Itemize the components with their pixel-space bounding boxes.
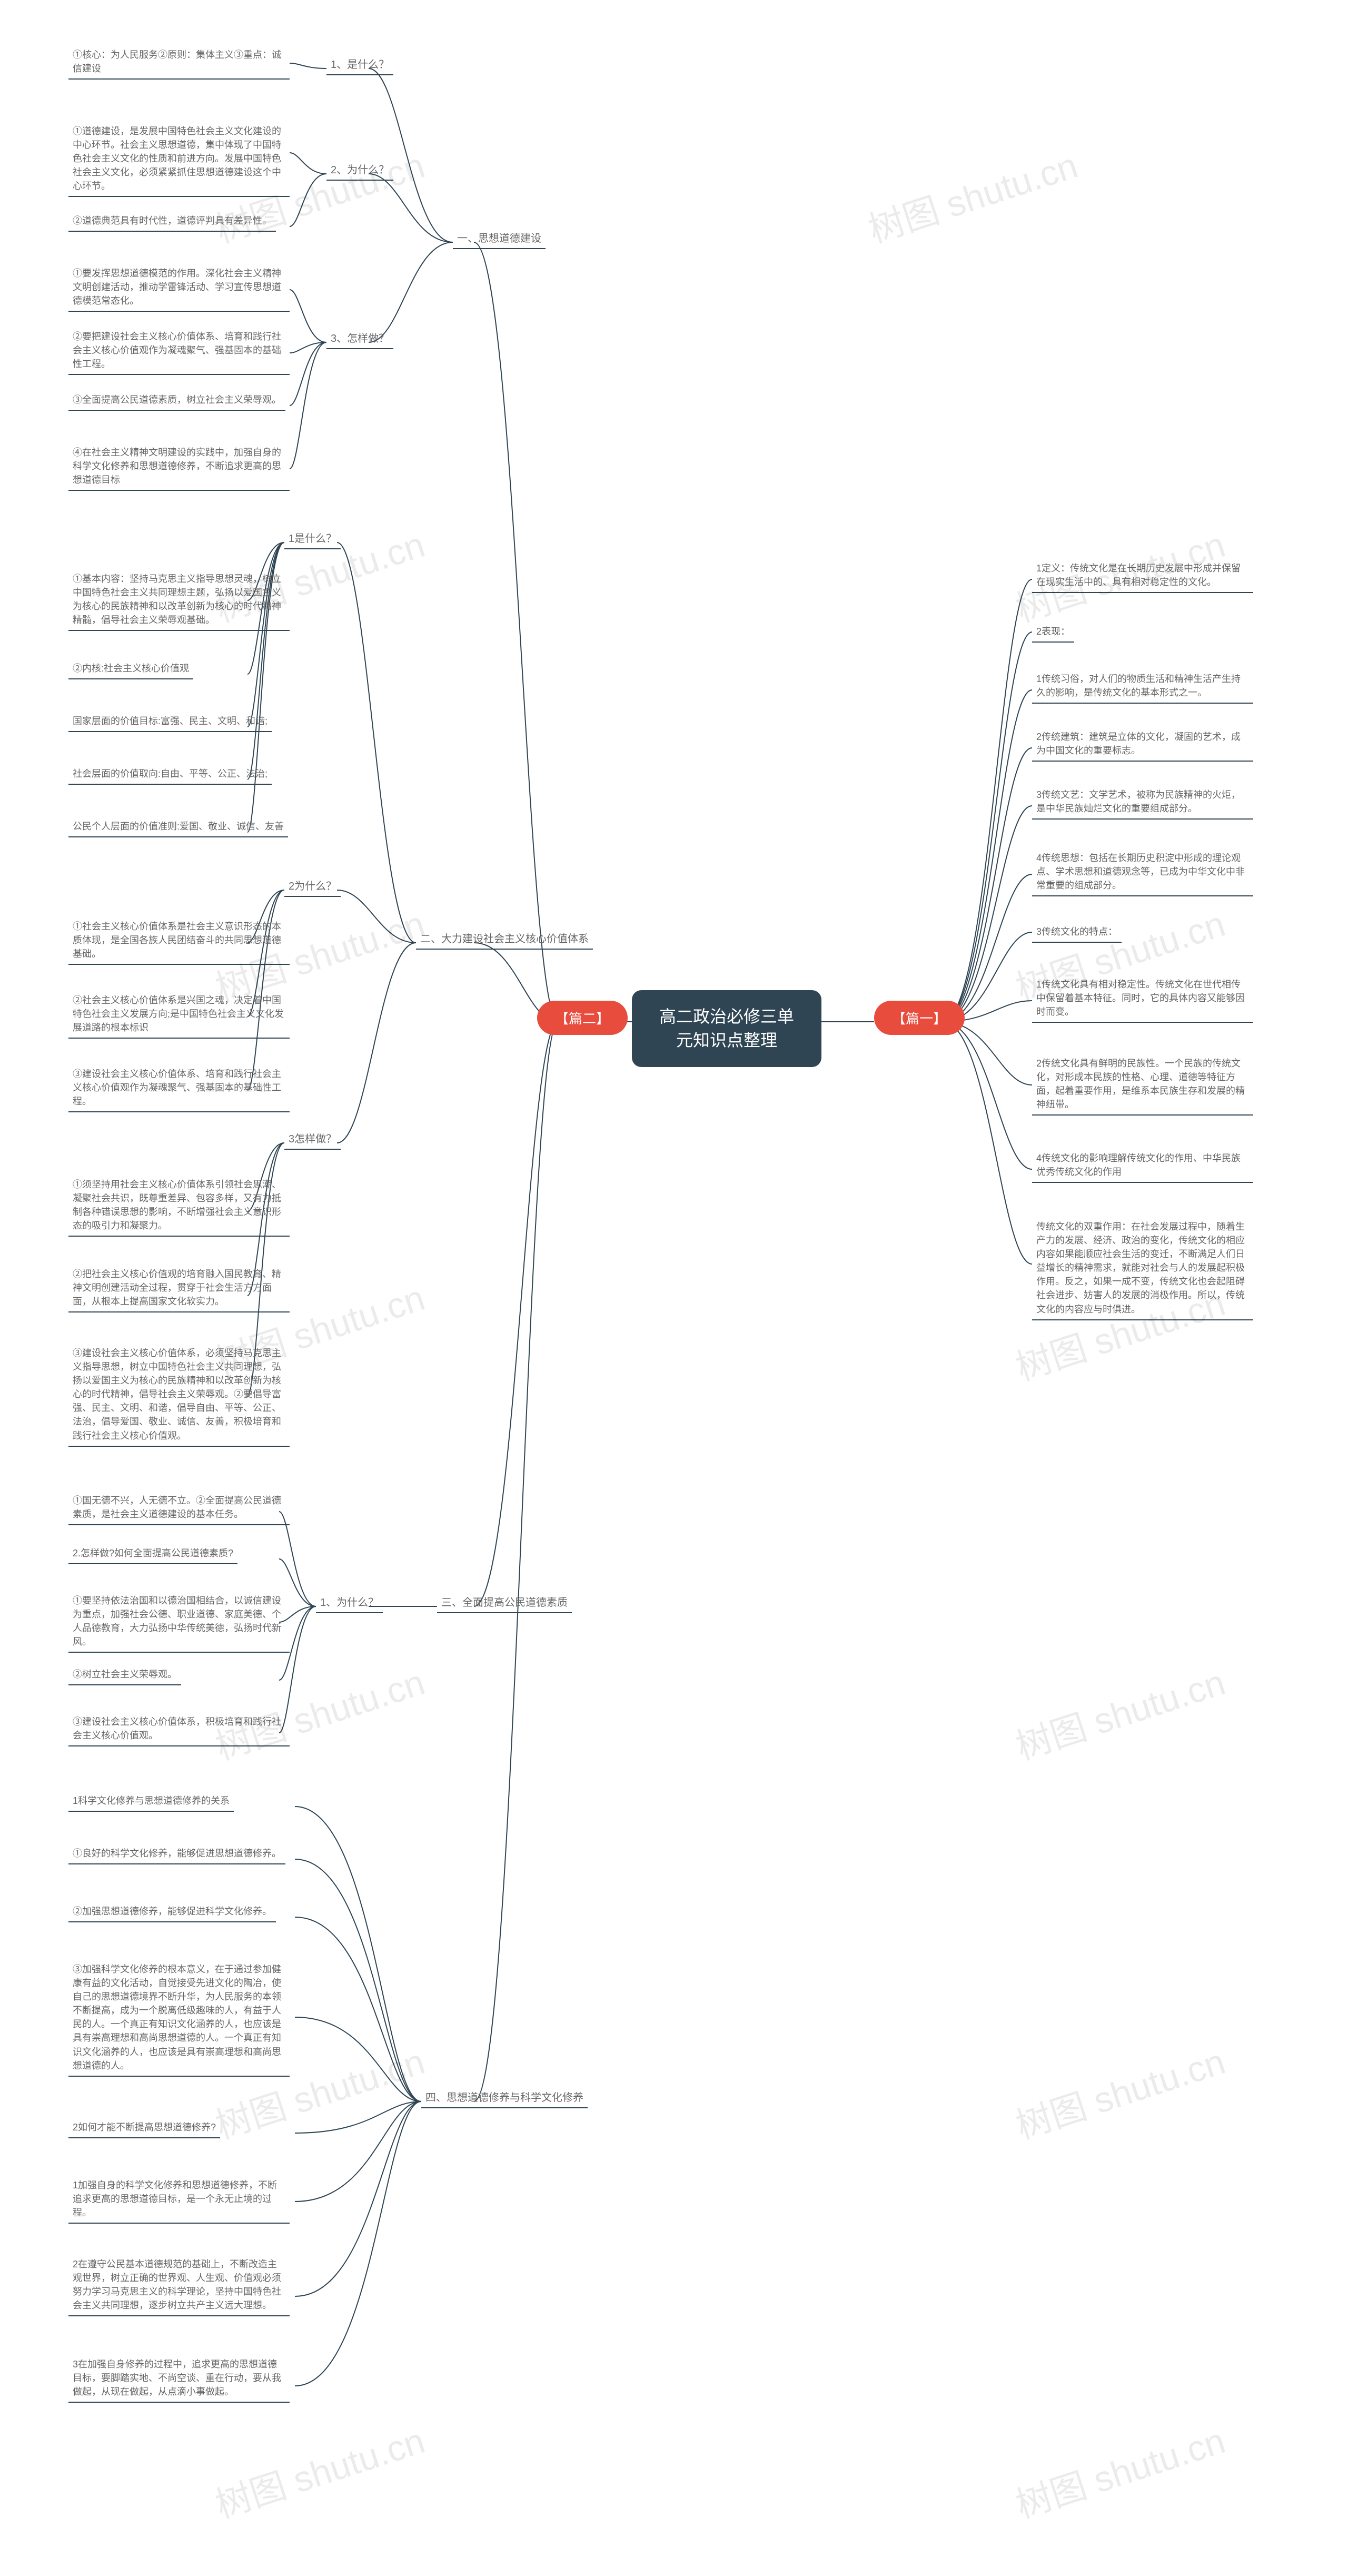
right-leaf: 4传统文化的影响理解传统文化的作用、中华民族优秀传统文化的作用	[1032, 1148, 1253, 1183]
left-leaf: ②要把建设社会主义核心价值体系、培育和践行社会主义核心价值观作为凝魂聚气、强基固…	[68, 327, 290, 375]
hub-right: 【篇一】	[874, 1001, 965, 1035]
section-label: 一、思想道德建设	[453, 226, 546, 249]
sub-label: 3怎样做？	[284, 1127, 341, 1150]
sub-label: 1是什么？	[284, 527, 341, 549]
left-leaf: 2在遵守公民基本道德规范的基础上，不断改造主观世界，树立正确的世界观、人生观、价…	[68, 2254, 290, 2316]
left-leaf: ②内核:社会主义核心价值观	[68, 658, 193, 679]
left-leaf: 1科学文化修养与思想道德修养的关系	[68, 1791, 234, 1812]
right-leaf: 3传统文艺：文学艺术，被称为民族精神的火炬，是中华民族灿烂文化的重要组成部分。	[1032, 785, 1253, 820]
section-label: 三、全面提高公民道德素质	[437, 1591, 572, 1613]
left-leaf: 国家层面的价值目标:富强、民主、文明、和谐;	[68, 711, 272, 732]
watermark: 树图 shutu.cn	[208, 2412, 430, 2528]
left-leaf: ①须坚持用社会主义核心价值体系引领社会思潮、凝聚社会共识，既尊重差异、包容多样，…	[68, 1175, 290, 1237]
right-leaf: 2传统文化具有鲜明的民族性。一个民族的传统文化，对形成本民族的性格、心理、道德等…	[1032, 1053, 1253, 1116]
sub-label: 2、为什么？	[326, 158, 393, 181]
left-leaf: ②加强思想道德修养，能够促进科学文化修养。	[68, 1901, 276, 1922]
left-leaf: ①社会主义核心价值体系是社会主义意识形态的本质体现，是全国各族人民团结奋斗的共同…	[68, 916, 290, 965]
left-leaf: ①道德建设，是发展中国特色社会主义文化建设的中心环节。社会主义思想道德，集中体现…	[68, 121, 290, 197]
left-leaf: ①良好的科学文化修养，能够促进思想道德修养。	[68, 1843, 285, 1864]
left-leaf: 2如何才能不断提高思想道德修养?	[68, 2117, 220, 2138]
hub-left: 【篇二】	[537, 1001, 628, 1035]
right-leaf: 2传统建筑：建筑是立体的文化，凝固的艺术，成为中国文化的重要标志。	[1032, 727, 1253, 762]
left-leaf: ②把社会主义核心价值观的培育融入国民教育、精神文明创建活动全过程，贯穿于社会生活…	[68, 1264, 290, 1312]
hub-left-label: 【篇二】	[555, 1011, 610, 1027]
watermark: 树图 shutu.cn	[861, 136, 1083, 253]
left-leaf: ③建设社会主义核心价值体系、培育和践行社会主义核心价值观作为凝魂聚气、强基固本的…	[68, 1064, 290, 1112]
left-leaf: 公民个人层面的价值准则:爱国、敬业、诚信、友善	[68, 816, 288, 837]
right-leaf: 4传统思想：包括在长期历史积淀中形成的理论观点、学术思想和道德观念等，已成为中华…	[1032, 848, 1253, 896]
right-leaf: 1传统文化具有相对稳定性。传统文化在世代相传中保留着基本特征。同时，它的具体内容…	[1032, 974, 1253, 1023]
right-leaf: 传统文化的双重作用：在社会发展过程中，随着生产力的发展、经济、政治的变化，传统文…	[1032, 1217, 1253, 1320]
left-leaf: ②道德典范具有时代性，道德评判具有差异性。	[68, 211, 276, 232]
right-leaf: 1定义：传统文化是在长期历史发展中形成并保留在现实生活中的、具有相对稳定性的文化…	[1032, 558, 1253, 593]
sub-label: 1、是什么？	[326, 53, 393, 75]
left-leaf: ③全面提高公民道德素质，树立社会主义荣辱观。	[68, 390, 285, 411]
watermark: 树图 shutu.cn	[1008, 2412, 1231, 2528]
watermark: 树图 shutu.cn	[1008, 1653, 1231, 1770]
center-label: 高二政治必修三单元知识点整理	[659, 1007, 794, 1050]
left-leaf: ①基本内容：坚持马克思主义指导思想灵魂，树立中国特色社会主义共同理想主题，弘扬以…	[68, 569, 290, 631]
left-leaf: ①国无德不兴，人无德不立。②全面提高公民道德素质，是社会主义道德建设的基本任务。	[68, 1491, 290, 1525]
left-leaf: ④在社会主义精神文明建设的实践中，加强自身的科学文化修养和思想道德修养，不断追求…	[68, 442, 290, 491]
left-leaf: ①要坚持依法治国和以德治国相结合，以诚信建设为重点，加强社会公德、职业道德、家庭…	[68, 1591, 290, 1653]
left-leaf: 1加强自身的科学文化修养和思想道德修养，不断追求更高的思想道德目标，是一个永无止…	[68, 2175, 290, 2224]
sub-label: 1、为什么？	[316, 1591, 383, 1613]
left-leaf: 3在加强自身修养的过程中，追求更高的思想道德目标，要脚踏实地、不尚空谈、重在行动…	[68, 2354, 290, 2403]
sub-label: 3、怎样做？	[326, 327, 393, 349]
left-leaf: ①要发挥思想道德模范的作用。深化社会主义精神文明创建活动，推动学雷锋活动、学习宣…	[68, 263, 290, 312]
hub-right-label: 【篇一】	[892, 1011, 947, 1027]
left-leaf: ③建设社会主义核心价值体系，积极培育和践行社会主义核心价值观。	[68, 1712, 290, 1746]
left-leaf: 社会层面的价值取向:自由、平等、公正、法治;	[68, 764, 272, 785]
left-leaf: ①核心：为人民服务②原则：集体主义③重点：诚信建设	[68, 45, 290, 80]
right-leaf: 1传统习俗，对人们的物质生活和精神生活产生持久的影响，是传统文化的基本形式之一。	[1032, 669, 1253, 704]
left-leaf: ③加强科学文化修养的根本意义，在于通过参加健康有益的文化活动，自觉接受先进文化的…	[68, 1959, 290, 2077]
center-node: 高二政治必修三单元知识点整理	[632, 990, 821, 1067]
section-label: 四、思想道德修养与科学文化修养	[421, 2086, 588, 2108]
left-leaf: ②树立社会主义荣辱观。	[68, 1664, 181, 1685]
left-leaf: ②社会主义核心价值体系是兴国之魂，决定着中国特色社会主义发展方向;是中国特色社会…	[68, 990, 290, 1039]
section-label: 二、大力建设社会主义核心价值体系	[416, 927, 593, 950]
sub-label: 2为什么？	[284, 874, 341, 897]
watermark: 树图 shutu.cn	[1008, 2032, 1231, 2149]
right-leaf: 3传统文化的特点：	[1032, 922, 1122, 943]
left-leaf: ③建设社会主义核心价值体系，必须坚持马克思主义指导思想，树立中国特色社会主义共同…	[68, 1343, 290, 1447]
right-leaf: 2表现：	[1032, 621, 1074, 643]
left-leaf: 2.怎样做?如何全面提高公民道德素质?	[68, 1543, 237, 1564]
